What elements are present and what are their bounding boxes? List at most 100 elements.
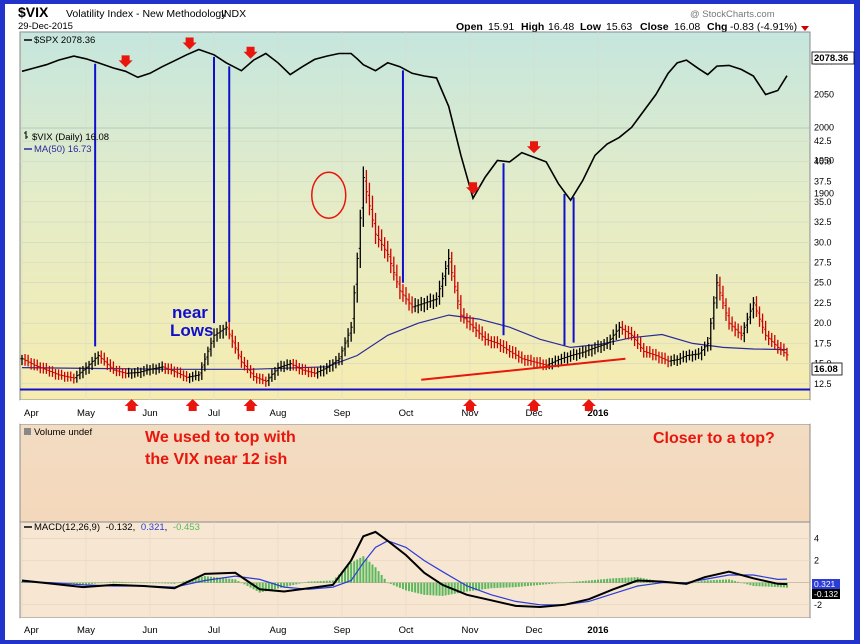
volume-legend-swatch — [24, 428, 31, 435]
vix-bar — [133, 368, 137, 378]
vix-bar — [486, 333, 490, 346]
macd-legend-value: -0.132 — [106, 522, 133, 533]
vix-bar — [87, 360, 91, 374]
macd-hist-bar — [213, 577, 215, 583]
month-label: Dec — [526, 625, 543, 636]
vix-bar — [41, 362, 45, 374]
month-label: Jul — [208, 408, 220, 419]
vix-bar — [84, 362, 88, 375]
macd-hist-bar — [743, 582, 746, 584]
macd-hist-bar — [496, 582, 499, 588]
macd-hist-bar — [627, 577, 630, 583]
vix-bar — [319, 365, 323, 377]
macd-hist-bar — [155, 582, 158, 584]
macd-hist-bar — [773, 582, 776, 587]
macd-hist-bar — [612, 578, 615, 583]
vix-bar — [23, 354, 27, 366]
vix-bar — [648, 346, 652, 358]
vix-bar — [718, 276, 722, 301]
vix-bar — [590, 344, 594, 357]
month-label: Oct — [399, 625, 414, 636]
macd-hist-bar — [764, 582, 767, 587]
vix-bar — [124, 368, 128, 379]
macd-tick-label: -2 — [814, 600, 822, 610]
vix-bar — [169, 363, 173, 375]
vix-bar — [355, 252, 359, 303]
vix-bar — [194, 370, 198, 381]
vix-bar — [373, 212, 378, 245]
macd-hist-bar — [526, 582, 529, 586]
vix-bar — [730, 316, 734, 332]
macd-hist-bar — [502, 582, 505, 588]
macd-hist-bar — [551, 582, 554, 584]
vix-bar — [383, 237, 387, 259]
month-label: Jun — [142, 408, 157, 419]
vix-bar — [279, 360, 283, 372]
vix-bar — [663, 352, 667, 365]
vix-bar — [584, 346, 588, 359]
vix-bar — [105, 357, 109, 370]
macd-hist-bar — [557, 582, 560, 584]
vix-bar — [306, 366, 311, 378]
macd-hist-bar — [139, 582, 142, 584]
macd-hist-bar — [216, 577, 219, 583]
vix-bar — [748, 303, 752, 325]
vix-bar — [26, 354, 30, 367]
macd-hist-bar — [420, 582, 423, 595]
down-arrow-icon — [118, 55, 133, 68]
vix-bar — [29, 358, 33, 370]
vix-bar — [389, 248, 393, 274]
open-label: Open — [456, 21, 483, 33]
vix-bar — [654, 348, 658, 361]
macd-hist-bar — [225, 578, 228, 583]
vix-bar — [629, 326, 634, 341]
vix-bar — [474, 322, 478, 338]
macd-hist-bar — [566, 582, 569, 583]
vix-bar — [568, 350, 573, 362]
macd-hist-bar — [240, 582, 243, 584]
macd-hist-bar — [508, 582, 511, 588]
macd-hist-bar — [173, 582, 176, 584]
macd-hist-bar — [280, 582, 283, 588]
vix-bar — [785, 347, 789, 361]
vix-bar — [407, 293, 411, 311]
up-arrow-icon — [185, 399, 200, 411]
macd-hist-bar — [298, 582, 301, 584]
macd-hist-bar — [481, 582, 484, 590]
macd-hist-bar — [395, 582, 398, 587]
vix-bar — [480, 326, 484, 341]
vix-tick-label: 42.5 — [814, 136, 832, 146]
vix-bar — [120, 368, 125, 379]
vix-bar — [380, 229, 384, 251]
macd-hist-bar — [319, 581, 322, 583]
vix-bar — [276, 362, 280, 376]
volume-legend: Volume undef — [24, 427, 92, 438]
vix-bar — [773, 334, 777, 350]
macd-hist-bar — [587, 580, 590, 583]
vix-bar — [258, 373, 262, 384]
macd-hist-bar — [435, 582, 438, 596]
macd-hist-bar — [511, 582, 514, 588]
vix-bar — [224, 321, 228, 336]
vix-bar — [745, 312, 749, 334]
vix-bar — [99, 350, 103, 364]
macd-hist-bar — [197, 577, 200, 583]
vix-bar — [267, 373, 271, 387]
vix-bar — [514, 347, 518, 360]
chg-value: -0.83 (-4.91%) — [730, 21, 797, 33]
vix-bar — [53, 368, 58, 380]
macd-hist-bar — [194, 578, 197, 583]
low-value: 15.63 — [606, 21, 632, 33]
vix-bar — [96, 351, 100, 365]
macd-hist-bar — [563, 582, 566, 584]
macd-hist-bar — [554, 582, 557, 584]
vix-ohlc-bars — [20, 166, 789, 387]
top-arrows — [118, 37, 541, 195]
macd-hist-bar — [691, 582, 694, 584]
vix-bar — [401, 284, 405, 302]
macd-hist-bar — [487, 582, 490, 589]
ma-legend-label: MA(50) 16.73 — [34, 144, 92, 155]
macd-hist-bar — [703, 580, 706, 583]
vix-bar — [188, 373, 192, 384]
macd-hist-bar — [145, 582, 148, 584]
